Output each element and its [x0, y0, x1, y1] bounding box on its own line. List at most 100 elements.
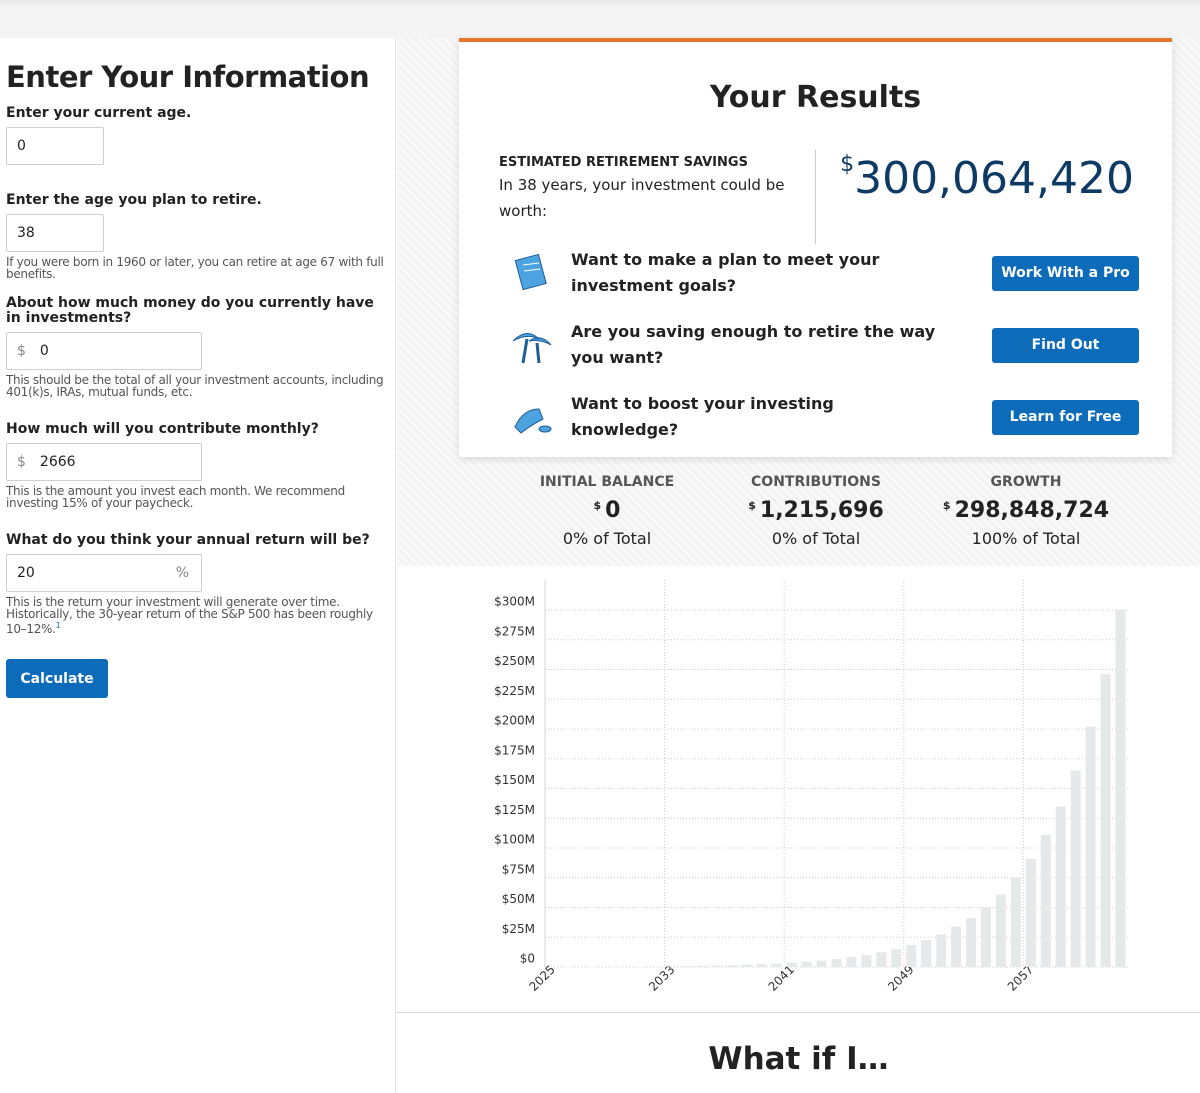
amount-value: 300,064,420: [854, 153, 1134, 204]
bar: [891, 949, 902, 967]
bar: [816, 960, 827, 967]
amount: $300,064,420: [840, 152, 1134, 204]
bar: [1025, 858, 1036, 967]
input-value: 0: [39, 343, 49, 359]
action: Want to make a plan to meet your investm…: [499, 248, 1139, 298]
bar: [906, 944, 917, 967]
field-note: This should be the total of all your inv…: [6, 373, 384, 399]
input-suffix: %: [175, 565, 189, 581]
footnote[interactable]: 1: [55, 621, 61, 630]
icon: [512, 333, 552, 364]
input-prefix: $: [17, 343, 26, 359]
action-button[interactable]: Find Out: [992, 327, 1139, 363]
stat: CONTRIBUTIONS $1,215,696 0% of Total: [711, 474, 921, 548]
y-tick-label: $200M: [494, 714, 535, 728]
stat-value: $0: [502, 498, 712, 523]
stat: GROWTH $298,848,724 100% of Total: [921, 474, 1131, 548]
action-button[interactable]: Learn for Free: [992, 399, 1139, 435]
icon: [514, 253, 547, 291]
field-label: About how much money do you currently ha…: [6, 295, 374, 326]
contribution-input[interactable]: $2666: [6, 443, 202, 481]
input-prefix: $: [17, 454, 26, 470]
currency: $: [593, 499, 602, 512]
age-input[interactable]: 0: [6, 127, 104, 165]
bar: [786, 962, 797, 967]
field-label: How much will you contribute monthly?: [6, 421, 319, 437]
bar: [696, 965, 707, 967]
bar: [1055, 806, 1066, 967]
bar: [876, 952, 887, 967]
bar: [951, 926, 962, 967]
y-tick-label: $175M: [494, 743, 535, 757]
x-tick-label: 2025: [526, 962, 557, 993]
currency: $: [748, 499, 756, 512]
y-tick-label: $225M: [494, 684, 535, 698]
y-tick-label: $300M: [494, 595, 535, 609]
stat: INITIAL BALANCE $0 0% of Total: [502, 474, 712, 548]
bar: [831, 959, 842, 967]
input-value: 2666: [39, 454, 76, 470]
return-input[interactable]: 20%: [6, 554, 202, 592]
action-text: Are you saving enough to retire the way …: [571, 322, 936, 367]
balance-input[interactable]: $0: [6, 332, 202, 370]
bar: [682, 966, 693, 967]
stat-label: INITIAL BALANCE: [539, 474, 675, 490]
divider: [815, 150, 816, 244]
y-tick-label: $100M: [494, 833, 535, 847]
y-tick-label: $150M: [494, 773, 535, 787]
footer: What if I…: [397, 1012, 1200, 1077]
bar: [995, 894, 1006, 967]
input-value: 0: [17, 138, 26, 154]
action: Want to boost your investing knowledge? …: [499, 392, 1139, 442]
chart: $0 $25M $50M $75M $100M $125M $150M $175M $200M $…: [494, 580, 1128, 994]
y-tick-label: $75M: [502, 862, 535, 876]
stat-value: $1,215,696: [711, 498, 921, 523]
estimate-text: In 38 years, your investment could be wo…: [499, 176, 785, 220]
input-value: 38: [17, 225, 35, 241]
bar: [1100, 674, 1111, 967]
bar: [1010, 877, 1021, 967]
estimate-label: ESTIMATED RETIREMENT SAVINGS: [499, 155, 748, 170]
bar: [801, 961, 812, 967]
form-title: Enter Your Information: [6, 60, 370, 94]
stat-share: 100% of Total: [971, 529, 1081, 548]
bar: [1115, 610, 1126, 967]
stat-share: 0% of Total: [771, 529, 861, 548]
stat-amount: 0: [605, 498, 621, 523]
bar: [936, 934, 947, 967]
bar: [966, 918, 977, 967]
y-tick-label: $50M: [502, 892, 535, 906]
bar: [741, 964, 752, 967]
calculate-button[interactable]: Calculate: [6, 659, 108, 698]
stat-share: 0% of Total: [562, 529, 652, 548]
y-tick-label: $275M: [494, 624, 535, 638]
stat-label: GROWTH: [990, 474, 1062, 490]
y-tick-label: $25M: [502, 922, 535, 936]
action-text: Want to boost your investing knowledge?: [571, 394, 834, 439]
retire-age-input[interactable]: 38: [6, 214, 104, 252]
bar: [1070, 770, 1081, 967]
stat-label: CONTRIBUTIONS: [751, 474, 881, 490]
bar: [652, 966, 663, 967]
stat-amount: 298,848,724: [954, 498, 1110, 523]
input-value: 20: [17, 565, 35, 581]
bar: [921, 940, 932, 967]
icon: [514, 408, 552, 434]
stat-amount: 1,215,696: [759, 498, 884, 523]
currency: $: [840, 152, 855, 177]
note-text: This is the return your investment will …: [6, 595, 373, 636]
stat-value: $298,848,724: [921, 498, 1131, 523]
estimate: ESTIMATED RETIREMENT SAVINGS In 38 years,…: [499, 154, 799, 224]
top-bar: [0, 0, 1200, 38]
y-tick-label: $125M: [494, 803, 535, 817]
currency: $: [942, 499, 951, 512]
bar: [846, 957, 857, 967]
y-tick-label: $250M: [494, 654, 535, 668]
action-text: Want to make a plan to meet your investm…: [571, 250, 880, 295]
bar: [756, 964, 767, 967]
field-note: This is the amount you invest each month…: [6, 484, 345, 510]
action-button[interactable]: Work With a Pro: [992, 255, 1139, 291]
bar: [667, 966, 678, 967]
input-panel: Enter Your Information Enter your curren…: [0, 38, 396, 1093]
